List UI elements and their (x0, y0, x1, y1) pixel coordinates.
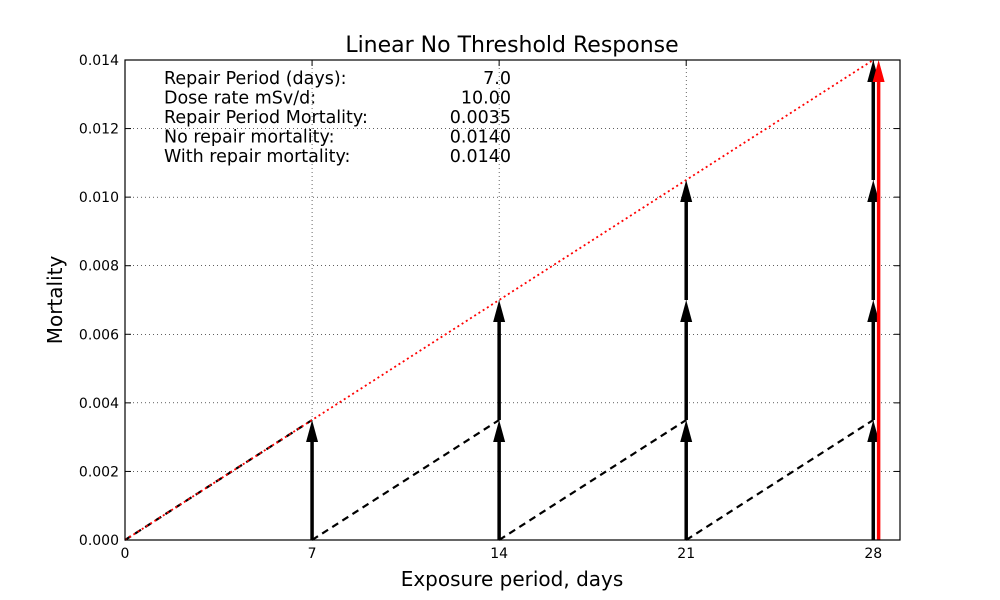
y-tick-label: 0.010 (79, 190, 119, 206)
arrow-head (493, 300, 506, 322)
info-value: 0.0140 (450, 128, 511, 148)
info-label: Repair Period Mortality: (164, 108, 368, 128)
y-tick-label: 0.008 (79, 259, 119, 275)
y-tick-label: 0.006 (79, 327, 119, 343)
x-tick-label: 21 (677, 546, 695, 562)
y-tick-label: 0.004 (79, 396, 119, 412)
info-label: No repair mortality: (164, 128, 335, 148)
arrow-head (872, 60, 885, 82)
y-tick-label: 0.002 (79, 464, 119, 480)
axis-ticks: 0 7 14 21 28 0.000 0.002 0.004 0.006 0.008 0.010 0.… (79, 53, 900, 562)
info-label: Repair Period (days): (164, 69, 347, 89)
chart-title: Linear No Threshold Response (345, 33, 678, 58)
info-label: With repair mortality: (164, 147, 350, 167)
repair-period-line (311, 419, 500, 541)
x-tick-label: 14 (490, 546, 508, 562)
info-value: 10.00 (461, 89, 511, 109)
plot-frame (124, 59, 901, 541)
arrow-head (867, 180, 880, 202)
info-value: 7.0 (483, 69, 511, 89)
no-repair-line (124, 59, 874, 541)
plot-marks (124, 59, 885, 541)
y-axis-label: Mortality (43, 256, 67, 345)
x-tick-label: 28 (864, 546, 882, 562)
y-tick-label: 0.000 (79, 533, 119, 549)
repair-period-line (498, 419, 687, 541)
info-value: 0.0140 (450, 147, 511, 167)
arrow-head (867, 420, 880, 442)
arrow-head (493, 420, 506, 442)
x-tick-label: 7 (308, 546, 317, 562)
info-label: Dose rate mSv/d: (164, 89, 316, 109)
repair-period-line (685, 419, 874, 541)
arrow-head (680, 180, 693, 202)
y-tick-label: 0.014 (79, 53, 119, 69)
x-axis-label: Exposure period, days (401, 567, 624, 591)
info-value: 0.0035 (450, 108, 511, 128)
y-tick-label: 0.012 (79, 122, 119, 138)
x-tick-label: 0 (121, 546, 130, 562)
arrow-head (680, 420, 693, 442)
arrow-head (306, 420, 319, 442)
arrow-head (867, 300, 880, 322)
info-panel: Repair Period (days): 7.0 Dose rate mSv/d:… (164, 69, 511, 167)
arrow-head (680, 300, 693, 322)
